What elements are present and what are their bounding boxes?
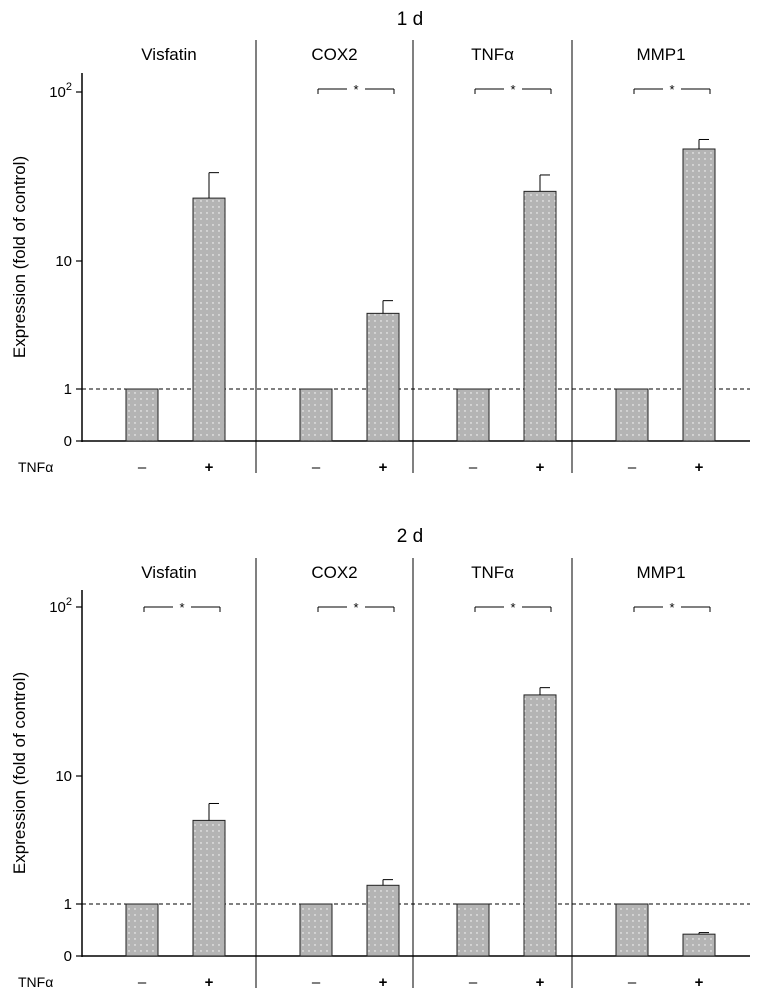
significance-bracket: * [474,600,552,615]
group-label: Visfatin [141,45,196,64]
bar [192,819,226,957]
control-label: – [138,459,147,476]
group-cox2: COX2 – + * [299,563,400,991]
y-tick-label: 10 [55,768,72,785]
bar [125,903,159,957]
panel-1: 1 d Expression (fold of control) 0 1 10 102 TN… [10,9,750,476]
group-label: MMP1 [636,563,685,582]
treated-label: + [379,974,388,991]
significance-star: * [669,82,674,97]
bar [523,694,557,957]
panel-2: 2 d Expression (fold of control) 0 1 10 102 TN… [10,526,750,991]
significance-bracket: * [317,82,395,97]
control-label: – [312,459,321,476]
treated-label: + [695,974,704,991]
significance-star: * [353,82,358,97]
treatment-row-label: TNFα [18,459,53,475]
significance-bracket: * [143,600,221,615]
treated-label: + [695,459,704,476]
group-label: COX2 [311,563,357,582]
control-label: – [312,974,321,991]
group-cox2: COX2 – + * [299,45,400,476]
treated-label: + [379,459,388,476]
significance-star: * [510,82,515,97]
bar [366,884,400,957]
bar [682,148,716,442]
bar [456,903,490,957]
group-tnf: TNFα – + * [456,45,557,476]
significance-bracket: * [633,600,711,615]
bar [615,388,649,442]
control-label: – [469,459,478,476]
bar [299,903,333,957]
group-mmp1: MMP1 – + * [615,563,716,991]
group-label: MMP1 [636,45,685,64]
bar [299,388,333,442]
control-label: – [628,459,637,476]
significance-bracket: * [633,82,711,97]
panel-title: 2 d [397,526,423,547]
significance-star: * [669,600,674,615]
bar [125,388,159,442]
bar [523,190,557,442]
panel-title: 1 d [397,9,423,30]
significance-star: * [510,600,515,615]
group-label: TNFα [471,563,514,582]
control-label: – [469,974,478,991]
y-tick-label: 102 [49,596,72,616]
bar [456,388,490,442]
bar [682,933,716,957]
group-visfatin: Visfatin – + * [125,563,226,991]
y-tick-label: 10 [55,253,72,270]
control-label: – [138,974,147,991]
y-axis-label: Expression (fold of control) [10,672,29,874]
bar [192,197,226,442]
group-visfatin: Visfatin – + [125,45,226,476]
significance-star: * [179,600,184,615]
significance-bracket: * [474,82,552,97]
y-tick-label: 0 [64,433,72,450]
bar [366,312,400,442]
treatment-row-label: TNFα [18,974,53,990]
treated-label: + [205,459,214,476]
treated-label: + [536,974,545,991]
group-label: TNFα [471,45,514,64]
y-tick-label: 1 [64,896,72,913]
significance-bracket: * [317,600,395,615]
group-mmp1: MMP1 – + * [615,45,716,476]
significance-star: * [353,600,358,615]
treated-label: + [536,459,545,476]
control-label: – [628,974,637,991]
group-label: Visfatin [141,563,196,582]
y-tick-label: 102 [49,81,72,101]
treated-label: + [205,974,214,991]
group-tnf: TNFα – + * [456,563,557,991]
bar [615,903,649,957]
group-label: COX2 [311,45,357,64]
y-tick-label: 0 [64,948,72,965]
y-axis-label: Expression (fold of control) [10,156,29,358]
y-tick-label: 1 [64,381,72,398]
